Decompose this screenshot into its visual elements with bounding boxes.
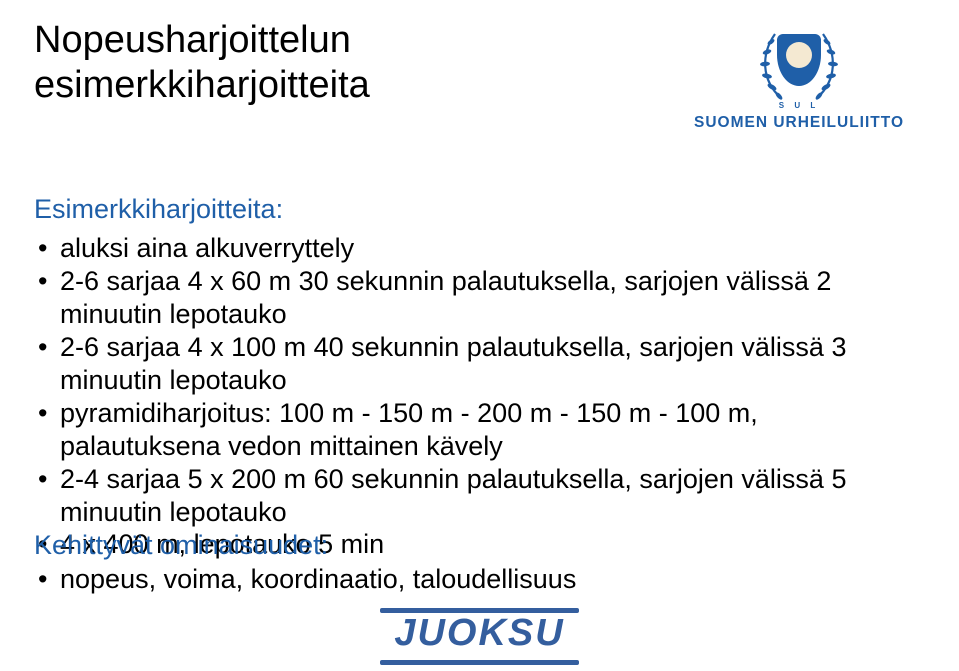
wordmark-bar-top-icon xyxy=(380,608,578,613)
examples-subheading: Esimerkkiharjoitteita: xyxy=(34,194,283,225)
list-item: pyramidiharjoitus: 100 m - 150 m - 200 m… xyxy=(34,397,894,463)
bullet-text: 2-6 sarjaa 4 x 100 m 40 sekunnin palautu… xyxy=(60,332,846,395)
title-line-2: esimerkkiharjoitteita xyxy=(34,64,370,106)
title-line-1: Nopeusharjoittelun xyxy=(34,19,351,61)
properties-subheading: Kehittyvät ominaisuudet: xyxy=(34,530,328,561)
emblem-monogram: S U L xyxy=(755,101,843,110)
discus-thrower-icon xyxy=(791,44,809,66)
bullet-text: 2-6 sarjaa 4 x 60 m 30 sekunnin palautuk… xyxy=(60,266,831,329)
wordmark-bar-bottom-icon xyxy=(380,660,578,665)
footer-logo-text: JUOKSU xyxy=(394,612,564,654)
juoksu-wordmark: JUOKSU xyxy=(394,612,564,659)
properties-bullet-text: nopeus, voima, koordinaatio, taloudellis… xyxy=(60,564,576,594)
bullet-text: 2-4 sarjaa 5 x 200 m 60 sekunnin palautu… xyxy=(60,464,846,527)
list-item: 2-6 sarjaa 4 x 60 m 30 sekunnin palautuk… xyxy=(34,265,894,331)
example-bullet-list: aluksi aina alkuverryttely 2-6 sarjaa 4 … xyxy=(34,232,894,561)
properties-bullet: nopeus, voima, koordinaatio, taloudellis… xyxy=(60,564,576,595)
header-logo: S U L SUOMEN URHEILULIITTO xyxy=(669,20,929,132)
list-item: aluksi aina alkuverryttely xyxy=(34,232,894,265)
footer-logo: JUOKSU xyxy=(0,612,959,659)
slide-title: Nopeusharjoittelun esimerkkiharjoitteita xyxy=(34,18,370,108)
bullet-text: aluksi aina alkuverryttely xyxy=(60,233,354,263)
emblem-icon: S U L xyxy=(755,20,843,108)
list-item: 2-4 sarjaa 5 x 200 m 60 sekunnin palautu… xyxy=(34,463,894,529)
list-item: 2-6 sarjaa 4 x 100 m 40 sekunnin palautu… xyxy=(34,331,894,397)
bullet-text: pyramidiharjoitus: 100 m - 150 m - 200 m… xyxy=(60,398,758,461)
org-name: SUOMEN URHEILULIITTO xyxy=(669,114,929,132)
